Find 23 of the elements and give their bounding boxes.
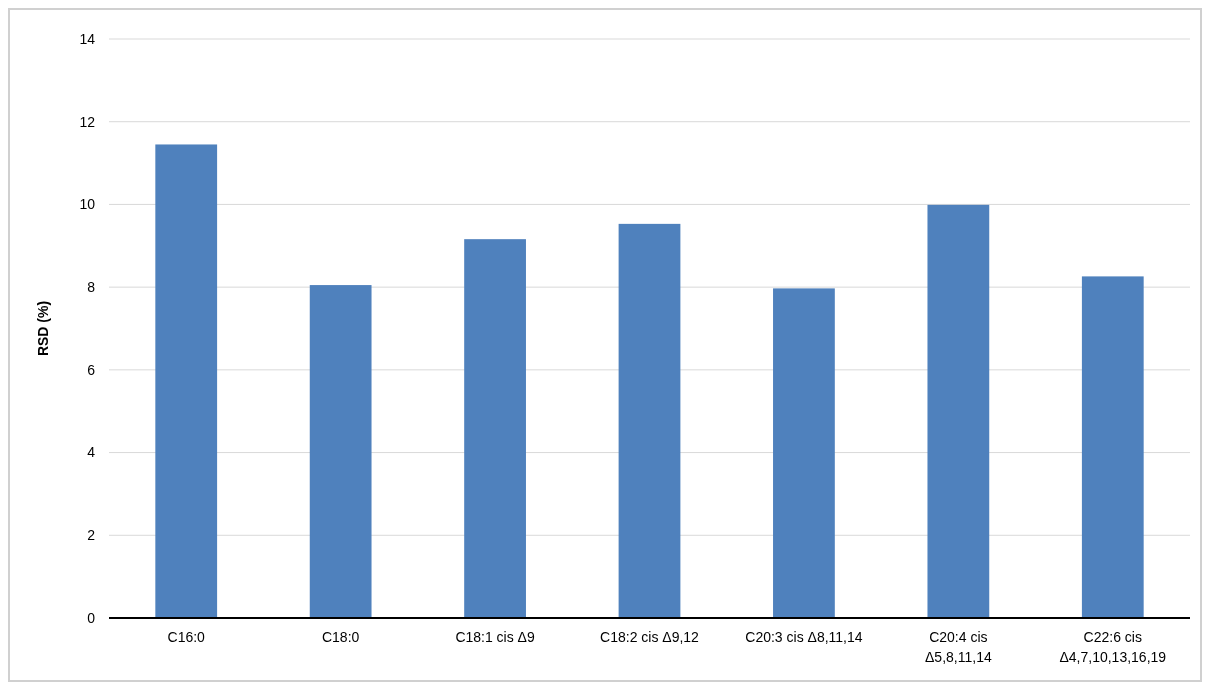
bar	[927, 204, 990, 618]
y-tick-label: 2	[87, 527, 96, 544]
y-axis-title: RSD (%)	[35, 300, 51, 357]
y-tick-label: 14	[79, 30, 96, 47]
x-tick-label: C20:3 cis Δ8,11,14	[745, 629, 863, 645]
bar	[773, 288, 835, 618]
y-tick-label: 8	[87, 279, 96, 296]
bar	[309, 285, 372, 618]
x-tick-label: C20:4 cis Δ5,8,11,14	[925, 629, 992, 665]
y-tick-label: 0	[87, 609, 96, 626]
x-tick-label: C18:1 cis Δ9	[455, 629, 535, 645]
bar	[618, 223, 681, 618]
x-tick-label: C22:6 cis Δ4,7,10,13,16,19	[1059, 629, 1167, 665]
y-tick-label: 6	[87, 361, 96, 378]
bar	[155, 144, 218, 618]
bar	[464, 239, 526, 618]
x-tick-label: C18:2 cis Δ9,12	[600, 629, 700, 645]
y-tick-label: 4	[87, 444, 96, 461]
y-tick-label: 10	[79, 196, 96, 213]
y-tick-label: 12	[79, 113, 96, 130]
x-tick-label: C18:0	[321, 629, 360, 645]
bar	[1081, 276, 1144, 618]
x-tick-label: C16:0	[167, 629, 206, 645]
